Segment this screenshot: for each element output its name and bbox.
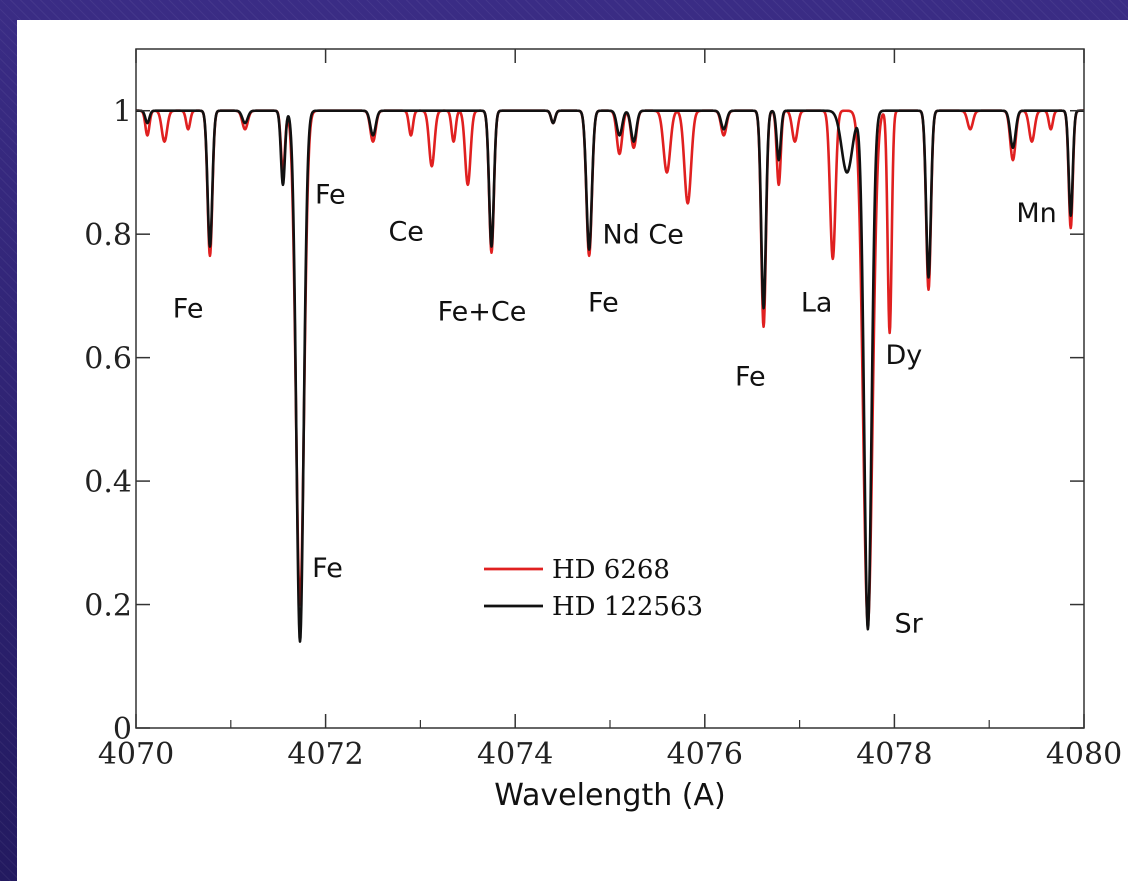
series-line-1 [135,109,1085,643]
x-tick-label: 4074 [477,737,553,772]
y-tick-label: 0.2 [84,589,132,624]
y-tick-label: 0.6 [84,342,132,377]
x-tick-label: 4076 [667,737,743,772]
legend: HD 6268 HD 122563 [484,555,703,622]
x-tick-label: 4078 [856,737,932,772]
legend-label: HD 122563 [552,592,703,622]
line-annotation: Fe [173,294,204,325]
y-tick-label: 1 [113,95,132,130]
line-annotation: Dy [885,340,922,371]
series-layer [135,109,1085,643]
x-axis-label: Wavelength (A) [494,778,725,813]
line-annotation: Fe [588,287,619,318]
line-annotation: Fe [315,179,346,210]
y-tick-label: 0.8 [84,218,132,253]
line-annotation: Fe [735,361,766,392]
ticks-layer: 4070 4072 4074 4076 4078 4080 0 0.2 0.4 0.6 0.8 1 [84,49,1122,772]
line-annotation: Fe+Ce [438,297,527,328]
spectrum-chart: 4070 4072 4074 4076 4078 4080 0 0.2 0.4 0.6 0.8 1 F… [84,48,1122,813]
line-annotation: Sr [894,608,923,639]
x-tick-label: 4080 [1046,737,1122,772]
line-annotation: Fe [312,553,343,584]
line-annotation: Mn [1016,198,1056,229]
chart-card: 4070 4072 4074 4076 4078 4080 0 0.2 0.4 0.6 0.8 1 F… [17,20,1128,881]
x-tick-label: 4070 [98,737,174,772]
line-annotation: Ce [388,216,423,247]
line-annotation: La [801,287,833,318]
plot-frame [135,48,1085,729]
y-tick-label: 0.4 [84,465,132,500]
y-tick-label: 0 [113,712,132,747]
legend-label: HD 6268 [552,555,670,585]
line-annotation: Nd Ce [602,219,683,250]
x-tick-label: 4072 [287,737,363,772]
annotation-layer: Fe Fe Ce Fe+Ce Fe Nd Ce Fe La Dy Mn Fe Sr [173,179,1057,639]
